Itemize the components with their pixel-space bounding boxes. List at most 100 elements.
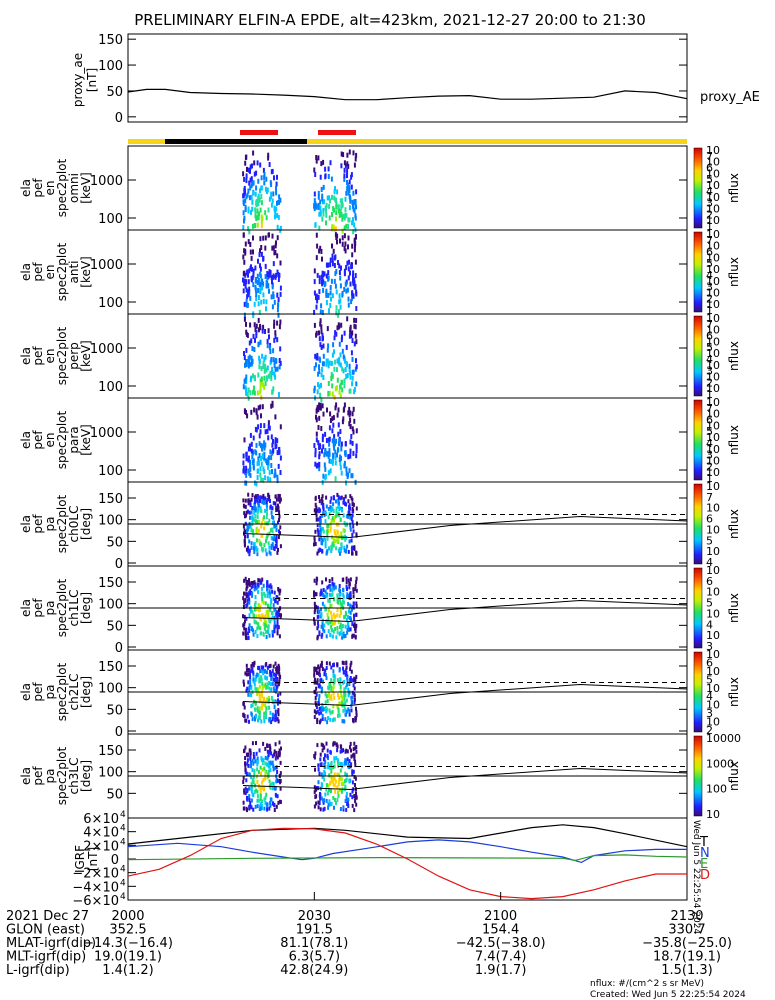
- spectrogram-pixel: [263, 171, 266, 177]
- spectrogram-pixel: [267, 420, 270, 426]
- spectrogram-pixel: [268, 769, 270, 774]
- spectrogram-pixel: [338, 270, 341, 275]
- spectrogram-pixel: [336, 626, 339, 631]
- spectrogram-pixel: [332, 779, 334, 784]
- spectrogram-pixel: [346, 544, 349, 549]
- spectrogram-pixel: [345, 223, 348, 229]
- panel-perp: 1000100elapefenspec2plotperp[keV]1071061…: [19, 312, 741, 403]
- spectrogram-pixel: [253, 771, 256, 776]
- spectrogram-pixel: [333, 783, 336, 788]
- spectrogram-pixel: [326, 536, 329, 541]
- spectrogram-pixel: [355, 318, 358, 323]
- spectrogram-pixel: [325, 262, 328, 268]
- spectrogram-pixel: [266, 534, 269, 539]
- spectrogram-pixel: [243, 215, 246, 221]
- spectrogram-pixel: [348, 421, 351, 427]
- spectrogram-pixel: [251, 609, 254, 614]
- spectrogram-pixel: [261, 328, 264, 334]
- spectrogram-pixel: [247, 549, 250, 554]
- spectrogram-pixel: [274, 607, 277, 612]
- spectrogram-pixel: [261, 353, 264, 359]
- spectrogram-pixel: [313, 204, 316, 209]
- spectrogram-pixel: [351, 426, 354, 432]
- spectrogram-pixel: [263, 766, 266, 771]
- panel-tick-label: 100: [98, 514, 123, 529]
- spectrogram-pixel: [263, 445, 266, 451]
- spectrogram-pixel: [247, 188, 250, 194]
- spectrogram-pixel: [259, 542, 262, 547]
- spectrogram-pixel: [259, 386, 262, 392]
- spectrogram-pixel: [243, 218, 245, 224]
- spectrogram-pixel: [265, 710, 268, 715]
- spectrogram-pixel: [265, 609, 268, 614]
- spectrogram-pixel: [346, 168, 349, 174]
- spectrogram-pixel: [314, 452, 317, 458]
- spectrogram-pixel: [326, 347, 329, 353]
- spectrogram-pixel: [258, 706, 261, 711]
- spectrogram-pixel: [331, 621, 334, 626]
- spectrogram-pixel: [353, 774, 356, 779]
- spectrogram-pixel: [319, 807, 322, 812]
- spectrogram-pixel: [266, 507, 268, 512]
- spectrogram-pixel: [355, 612, 358, 617]
- spectrogram-pixel: [344, 358, 346, 364]
- spectrogram-pixel: [257, 605, 260, 610]
- spectrogram-pixel: [325, 676, 328, 681]
- spectrogram-pixel: [247, 387, 250, 393]
- igrf-tick-label: 0: [111, 853, 119, 868]
- spectrogram-pixel: [244, 576, 247, 581]
- anti-loss-cone-line: [242, 767, 688, 791]
- spectrogram-pixel: [348, 712, 351, 717]
- spectrogram-pixel: [268, 345, 271, 351]
- ephem-value: 2030: [298, 909, 331, 924]
- spectrogram-pixel: [322, 745, 325, 750]
- spectrogram-pixel: [320, 187, 323, 192]
- spectrogram-pixel: [313, 673, 316, 678]
- spectrogram-pixel: [261, 681, 264, 686]
- spectrogram-pixel: [256, 222, 259, 228]
- spectrogram-pixel: [341, 624, 344, 629]
- igrf-tick-exponent: 4: [120, 837, 126, 847]
- spectrogram-pixel: [250, 781, 253, 786]
- spectrogram-pixel: [354, 783, 356, 787]
- spectrogram-pixel: [336, 452, 338, 458]
- spectrogram-pixel: [249, 671, 251, 676]
- spectrogram-pixel: [269, 449, 272, 455]
- spectrogram-pixel: [340, 198, 343, 204]
- spectrogram-pixel: [321, 601, 324, 606]
- spectrogram-pixel: [268, 764, 271, 769]
- spectrogram-pixel: [337, 499, 340, 504]
- spectrogram-pixel: [329, 160, 332, 166]
- spectrogram-pixel: [245, 510, 248, 515]
- spectrogram-pixel: [272, 294, 275, 300]
- spectrogram-pixel: [334, 449, 337, 455]
- spectrogram-pixel: [343, 233, 346, 239]
- spectrogram-pixel: [274, 330, 277, 336]
- spectrogram-pixel: [243, 682, 245, 687]
- spectrogram-pixel: [319, 673, 321, 678]
- spectrogram-pixel: [255, 538, 258, 543]
- spectrogram-pixel: [274, 437, 277, 443]
- spectrogram-pixel: [275, 206, 278, 212]
- spectrogram-pixel: [246, 166, 248, 172]
- spectrogram-pixel: [314, 667, 316, 672]
- spectrogram-pixel: [261, 499, 264, 504]
- colorbar-tick-label: 10: [706, 251, 720, 264]
- spectrogram-pixel: [320, 249, 323, 254]
- spectrogram-pixel: [259, 263, 261, 269]
- panel-ch3LC: 15010050elapefpaspec2plotch3LC[deg]10000…: [19, 732, 741, 821]
- spectrogram-pixel: [331, 577, 334, 582]
- spectrogram-pixel: [252, 775, 255, 780]
- spectrogram-pixel: [319, 752, 322, 757]
- panel-tick-label: 150: [98, 576, 123, 591]
- spectrogram-pixel: [349, 792, 352, 797]
- spectrogram-pixel: [333, 717, 336, 722]
- colorbar-tick-label: 10: [706, 419, 720, 432]
- spectrogram-pixel: [272, 386, 275, 392]
- spectrogram-pixel: [327, 629, 330, 634]
- spectrogram-pixel: [263, 785, 266, 790]
- spectrogram-pixel: [259, 679, 262, 684]
- spectrogram-pixel: [334, 440, 336, 446]
- spectrogram-pixel: [347, 602, 350, 607]
- spectrogram-pixel: [335, 756, 338, 761]
